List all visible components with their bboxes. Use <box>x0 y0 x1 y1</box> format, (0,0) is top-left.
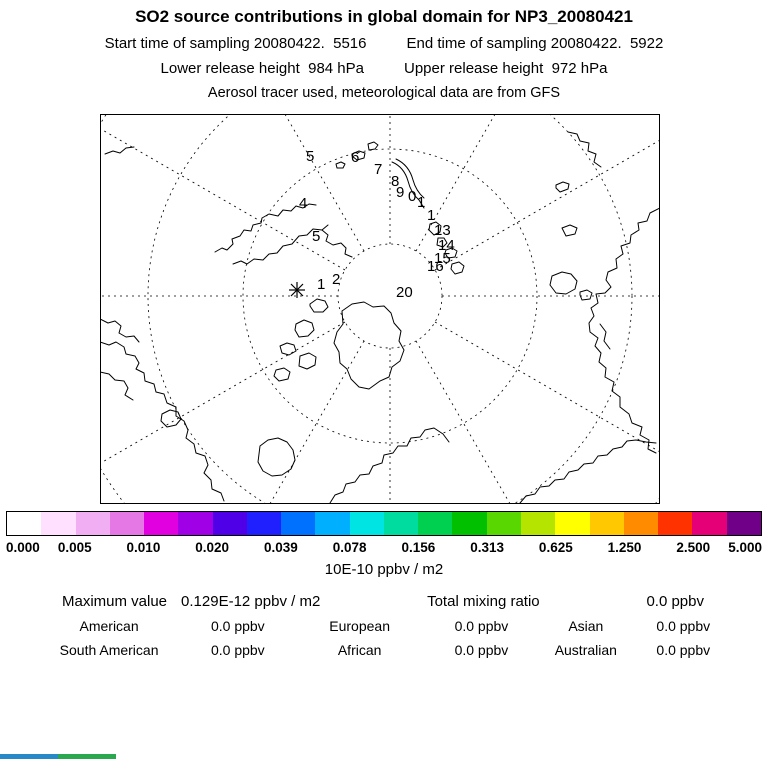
colorbar-tick: 0.020 <box>195 540 230 555</box>
colorbar-tick: 0.625 <box>538 540 573 555</box>
trajectory-point-label: 8 <box>391 173 399 190</box>
region-name: South American <box>59 642 159 658</box>
colorbar-tick: 1.250 <box>607 540 642 555</box>
region-stats-row: South American 0.0 ppbv African 0.0 ppbv… <box>36 642 732 658</box>
colorbar-tick: 2.500 <box>676 540 711 555</box>
region-value: 0.0 ppbv <box>210 642 265 658</box>
trajectory-point-label: 16 <box>427 258 444 275</box>
colorbar-segment <box>144 512 179 535</box>
colorbar-segment <box>692 512 727 535</box>
colorbar-tick: 0.156 <box>401 540 436 555</box>
trajectory-point-label: 1 <box>427 207 435 224</box>
colorbar-tick: 5.000 <box>728 540 762 555</box>
trajectory-point-label: 1 <box>317 276 325 293</box>
upper-release-text: Upper release height 972 hPa <box>404 60 608 77</box>
map-border <box>100 114 660 504</box>
max-value-label: Maximum value <box>62 593 168 610</box>
region-name: Australian <box>554 642 617 658</box>
trajectory-point-label: 7 <box>374 161 382 178</box>
trajectory-point-label: 6 <box>351 149 359 166</box>
release-height-line: Lower release height 984 hPa Upper relea… <box>0 60 768 77</box>
trajectory-labels: 5 6 7 8 9 0 1 1 13 14 15 16 20 4 5 1 2 <box>299 148 455 301</box>
total-mixing-ratio-value: 0.0 ppbv <box>646 593 704 610</box>
colorbar-scale: 0.000 0.005 0.010 0.020 0.039 0.078 0.15… <box>6 540 762 558</box>
colorbar-segment <box>178 512 213 535</box>
colorbar-segment <box>418 512 453 535</box>
sampling-time-line: Start time of sampling 20080422. 5516 En… <box>0 35 768 52</box>
colorbar-tick: 0.000 <box>6 540 40 555</box>
colorbar-segment <box>486 512 521 535</box>
trajectory-point-label: 5 <box>312 228 320 245</box>
region-value: 0.0 ppbv <box>210 618 265 634</box>
bottom-strip-segment <box>58 754 116 759</box>
source-marker-icon <box>289 282 305 298</box>
colorbar-tick: 0.005 <box>57 540 92 555</box>
lower-release-text: Lower release height 984 hPa <box>160 60 364 77</box>
trajectory-point-label: 1 <box>417 194 425 211</box>
max-value: 0.129E-12 ppbv / m2 <box>181 593 321 610</box>
colorbar-segment <box>281 512 316 535</box>
total-mixing-ratio-label: Total mixing ratio <box>427 593 540 610</box>
colorbar-segment <box>452 512 487 535</box>
colorbar-tick: 0.313 <box>470 540 505 555</box>
colorbar-units: 10E-10 ppbv / m2 <box>324 561 444 578</box>
polar-map: 5 6 7 8 9 0 1 1 13 14 15 16 20 4 5 1 2 <box>100 114 660 504</box>
start-time-text: Start time of sampling 20080422. 5516 <box>104 35 367 52</box>
trajectory-point-label: 2 <box>332 271 340 288</box>
region-stats: American 0.0 ppbv European 0.0 ppbv Asia… <box>36 618 732 666</box>
region-value: 0.0 ppbv <box>454 642 509 658</box>
colorbar-segment <box>623 512 659 535</box>
trajectory-point-label: 13 <box>434 222 451 239</box>
colorbar-segment <box>589 512 624 535</box>
region-value: 0.0 ppbv <box>454 618 509 634</box>
region-name: American <box>79 618 139 634</box>
region-stats-row: American 0.0 ppbv European 0.0 ppbv Asia… <box>36 618 732 634</box>
colorbar-segment <box>520 512 556 535</box>
colorbar-segment <box>349 512 384 535</box>
colorbar-segment <box>315 512 350 535</box>
region-name: European <box>329 618 390 634</box>
graticule <box>100 114 660 504</box>
region-value: 0.0 ppbv <box>656 618 711 634</box>
colorbar-tick: 0.039 <box>263 540 298 555</box>
trajectory-point-label: 0 <box>408 188 416 205</box>
region-value: 0.0 ppbv <box>656 642 711 658</box>
colorbar-segment <box>41 512 76 535</box>
colorbar-segment <box>75 512 110 535</box>
colorbar-segment <box>383 512 419 535</box>
colorbar-tick: 0.010 <box>126 540 161 555</box>
summary-line: Maximum value 0.129E-12 ppbv / m2 Total … <box>62 593 704 610</box>
colorbar-segment <box>212 512 247 535</box>
colorbar-segment <box>109 512 145 535</box>
coastline <box>100 131 660 504</box>
colorbar-tick: 0.078 <box>332 540 367 555</box>
colorbar-segment <box>555 512 590 535</box>
bottom-strip-segment <box>0 754 58 759</box>
tracer-info-text: Aerosol tracer used, meteorological data… <box>207 85 561 101</box>
colorbar-segment <box>726 512 761 535</box>
colorbar-segment <box>7 512 42 535</box>
map-panel: 5 6 7 8 9 0 1 1 13 14 15 16 20 4 5 1 2 <box>100 114 660 504</box>
trajectory-point-label: 20 <box>396 284 413 301</box>
trajectory-point-label: 14 <box>438 237 455 254</box>
trajectory-point-label: 4 <box>299 195 307 212</box>
trajectory-point-label: 9 <box>396 184 404 201</box>
region-name: African <box>337 642 382 658</box>
colorbar-segment <box>658 512 693 535</box>
bottom-strip <box>0 754 116 759</box>
region-name: Asian <box>568 618 604 634</box>
colorbar <box>6 511 762 536</box>
plot-title: SO2 source contributions in global domai… <box>135 7 633 26</box>
trajectory-point-label: 5 <box>306 148 314 165</box>
trajectory-point-label: 15 <box>434 250 451 267</box>
end-time-text: End time of sampling 20080422. 5922 <box>406 35 664 52</box>
colorbar-segment <box>246 512 282 535</box>
